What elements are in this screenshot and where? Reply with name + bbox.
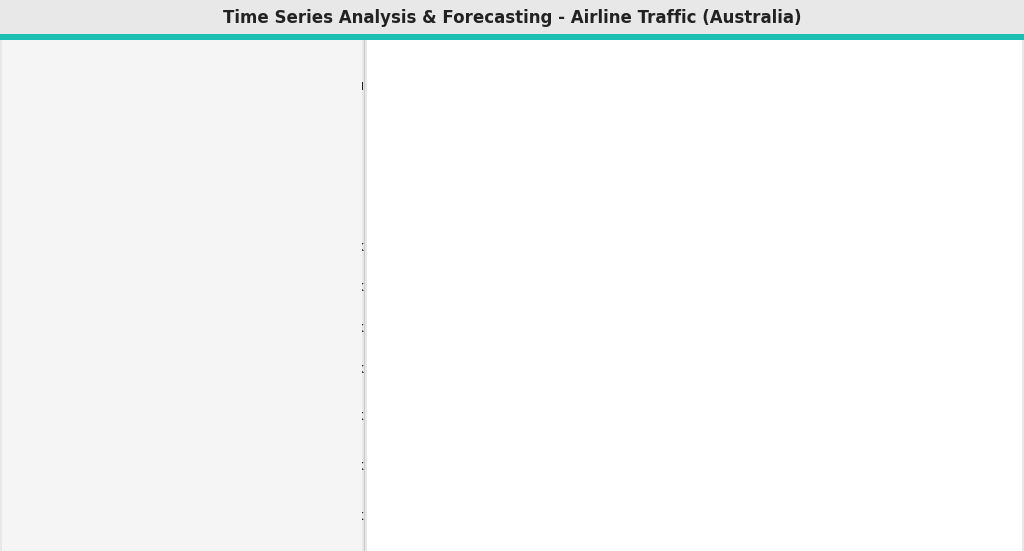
Circle shape — [300, 212, 308, 221]
Circle shape — [272, 170, 276, 175]
Text: © 2019 HERE; © 2019 Microsoft Corporation  Terms: © 2019 HERE; © 2019 Microsoft Corporatio… — [126, 320, 239, 324]
Bar — [2, 397, 159, 407]
Circle shape — [275, 179, 280, 183]
Bar — [2, 441, 121, 451]
Text: AUSTRA: AUSTRA — [318, 267, 346, 272]
Circle shape — [293, 203, 302, 213]
Text: ASIA: ASIA — [319, 186, 336, 191]
Text: Time Series Analysis & Forecasting - Airline Traffic (Australia): Time Series Analysis & Forecasting - Air… — [223, 9, 801, 26]
Bar — [2, 515, 50, 525]
FancyBboxPatch shape — [116, 76, 242, 102]
Text: b Bing: b Bing — [10, 318, 30, 323]
Bar — [2, 530, 48, 539]
Circle shape — [169, 183, 185, 202]
Text: ⊽  ⊡  ···: ⊽ ⊡ ··· — [293, 114, 325, 123]
Bar — [2, 426, 137, 436]
FancyBboxPatch shape — [0, 76, 125, 102]
Circle shape — [312, 213, 323, 226]
Circle shape — [302, 198, 312, 210]
Text: Cargo Only: Cargo Only — [37, 84, 87, 93]
Circle shape — [338, 273, 343, 278]
Text: PAX Only: PAX Only — [273, 84, 314, 93]
Bar — [2, 412, 156, 422]
Text: SOUTH AMERICA: SOUTH AMERICA — [178, 259, 237, 264]
Y-axis label: Mail (MT) (Thousands): Mail (MT) (Thousands) — [338, 416, 347, 516]
Circle shape — [319, 228, 326, 235]
Circle shape — [268, 173, 272, 179]
Text: Atlantic
Ocean: Atlantic Ocean — [227, 178, 248, 189]
Text: NORTH AMERICA: NORTH AMERICA — [168, 179, 226, 183]
Text: Traffic Locations: Traffic Locations — [9, 114, 113, 124]
Text: Operator Type: Operator Type — [9, 51, 98, 62]
Circle shape — [177, 172, 183, 180]
Bar — [2, 500, 56, 510]
Circle shape — [321, 198, 328, 206]
Circle shape — [316, 207, 325, 217]
Bar — [2, 456, 93, 466]
Bar — [2, 485, 58, 495]
Bar — [2, 382, 164, 392]
Text: AFRICA: AFRICA — [266, 223, 292, 228]
Text: Operators (Airline): Operators (Airline) — [9, 341, 127, 352]
Circle shape — [307, 220, 313, 227]
Circle shape — [314, 224, 321, 233]
Text: PAX + Cargo: PAX + Cargo — [151, 84, 207, 93]
Y-axis label: PAX (Millions): PAX (Millions) — [327, 107, 336, 168]
FancyBboxPatch shape — [231, 76, 357, 102]
Text: Inbound: Inbound — [487, 42, 527, 52]
Bar — [2, 471, 61, 480]
Circle shape — [306, 206, 318, 222]
Circle shape — [209, 261, 215, 268]
Text: Indian
Ocean: Indian Ocean — [304, 234, 321, 245]
Circle shape — [304, 210, 310, 218]
Y-axis label: Freight (MT) (Thousands): Freight (MT) (Thousands) — [332, 245, 341, 358]
Circle shape — [330, 267, 336, 274]
Bar — [2, 368, 326, 377]
Text: Movement Type: Movement Type — [367, 42, 443, 52]
Text: Outbound: Outbound — [541, 42, 589, 52]
Text: EUROPE: EUROPE — [266, 176, 295, 181]
Circle shape — [299, 207, 306, 216]
